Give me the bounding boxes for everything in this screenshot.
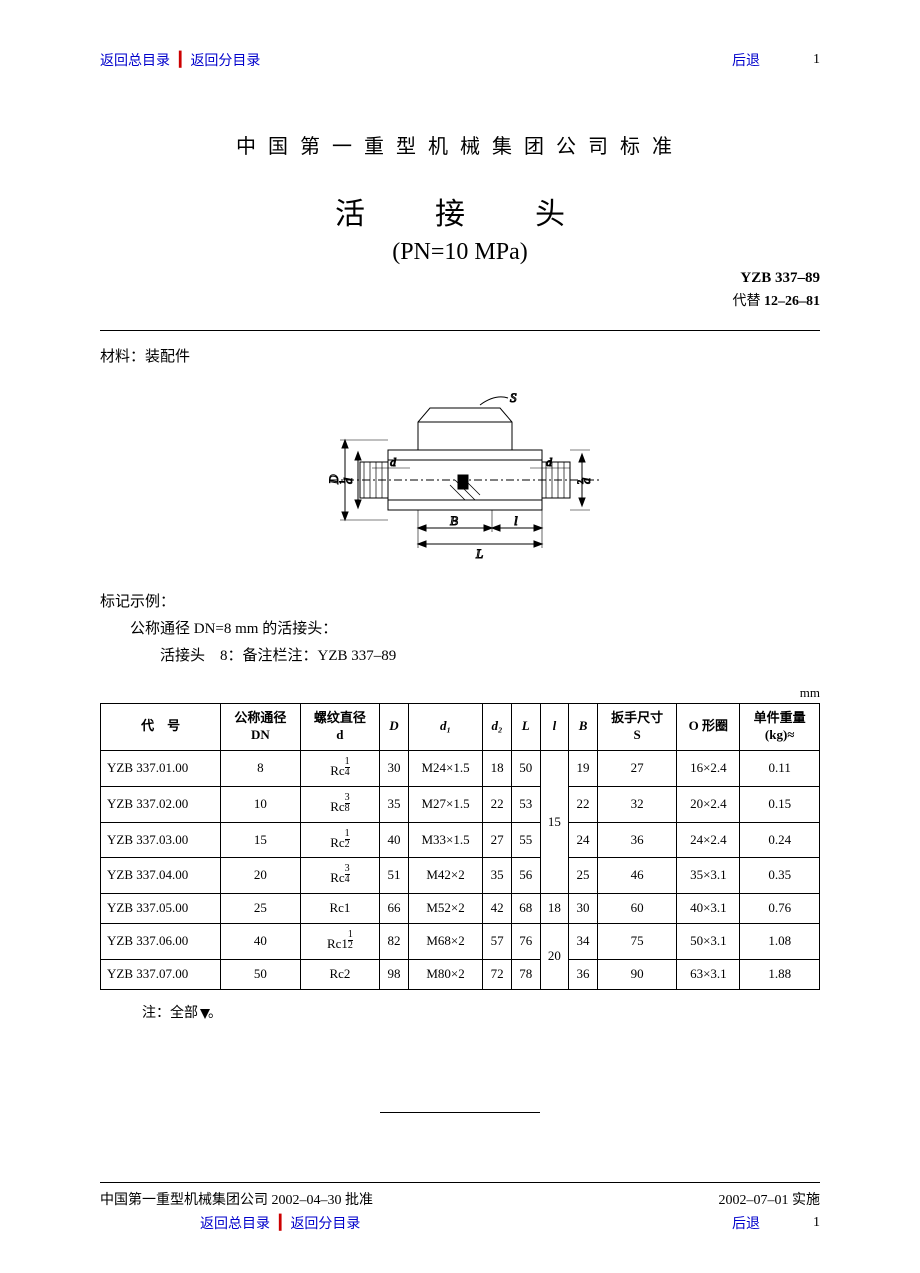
material-line: 材料：装配件 xyxy=(100,345,820,366)
col-header: B xyxy=(569,704,598,751)
diagram: S xyxy=(100,380,820,570)
triangle-icon xyxy=(200,1009,210,1019)
col-header: 公称通径DN xyxy=(221,704,300,751)
svg-text:1: 1 xyxy=(338,480,347,484)
svg-text:d: d xyxy=(546,455,553,469)
svg-text:2: 2 xyxy=(576,480,585,484)
col-header: O 形圈 xyxy=(677,704,740,751)
col-header: D xyxy=(380,704,409,751)
spec-table: 代 号公称通径DN螺纹直径dDd₁d₂LlB扳手尺寸SO 形圈单件重量(kg)≈… xyxy=(100,703,820,990)
footer-nav-sub-toc[interactable]: 返回分目录 xyxy=(290,1213,360,1233)
page-number-bottom: 1 xyxy=(800,1215,820,1231)
svg-text:l: l xyxy=(514,513,518,528)
nav-back[interactable]: 后退 xyxy=(732,50,760,70)
table-row: YZB 337.07.0050Rc298M80×27278369063×3.11… xyxy=(101,960,820,990)
doc-subtitle: (PN=10 MPa) xyxy=(100,239,820,266)
table-row: YZB 337.03.0015Rc1240M33×1.52755243624×2… xyxy=(101,822,820,858)
page-number-top: 1 xyxy=(800,52,820,68)
nav-main-toc[interactable]: 返回总目录 xyxy=(100,50,170,70)
unit-label: mm xyxy=(100,685,820,701)
footer-implement: 2002–07–01 实施 xyxy=(719,1189,821,1209)
footer-approve: 中国第一重型机械集团公司 2002–04–30 批准 xyxy=(100,1189,719,1209)
col-header: 螺纹直径d xyxy=(300,704,379,751)
footer-nav-separator: ┃ xyxy=(276,1215,284,1232)
col-header: 单件重量(kg)≈ xyxy=(740,704,820,751)
standard-code: YZB 337–89 xyxy=(740,270,820,287)
table-row: YZB 337.05.0025Rc166M52×2426818306040×3.… xyxy=(101,894,820,924)
svg-text:S: S xyxy=(510,390,517,405)
table-row: YZB 337.02.0010Rc3835M27×1.52253223220×2… xyxy=(101,786,820,822)
footnote: 注：全部。 xyxy=(100,1002,820,1022)
nav-sub-toc[interactable]: 返回分目录 xyxy=(190,50,260,70)
col-header: d₁ xyxy=(408,704,482,751)
col-header: 代 号 xyxy=(101,704,221,751)
top-nav: 返回总目录 ┃ 返回分目录 后退 1 xyxy=(100,50,820,70)
standard-replaces: 代替 12–26–81 xyxy=(733,290,821,310)
mid-rule xyxy=(380,1112,540,1113)
svg-text:B: B xyxy=(450,513,458,528)
marking-line2: 活接头 8：备注栏注：YZB 337–89 xyxy=(100,644,820,665)
org-title: 中国第一重型机械集团公司标准 xyxy=(100,130,820,159)
col-header: L xyxy=(511,704,540,751)
footer-nav-main-toc[interactable]: 返回总目录 xyxy=(200,1213,270,1233)
table-row: YZB 337.06.0040Rc11282M68×2577620347550×… xyxy=(101,924,820,960)
footer-nav-back[interactable]: 后退 xyxy=(732,1213,760,1233)
svg-text:L: L xyxy=(475,546,483,561)
header-rule xyxy=(100,330,820,331)
col-header: d₂ xyxy=(483,704,512,751)
col-header: 扳手尺寸S xyxy=(597,704,676,751)
doc-title: 活 接 头 xyxy=(100,189,820,233)
marking-heading: 标记示例： xyxy=(100,590,820,611)
table-row: YZB 337.04.0020Rc3451M42×23556254635×3.1… xyxy=(101,858,820,894)
table-row: YZB 337.01.008Rc1430M24×1.5185015192716×… xyxy=(101,750,820,786)
svg-text:d: d xyxy=(390,455,397,469)
nav-separator: ┃ xyxy=(176,52,184,69)
col-header: l xyxy=(540,704,569,751)
marking-line1: 公称通径 DN=8 mm 的活接头： xyxy=(100,617,820,638)
footer-rule xyxy=(100,1182,820,1183)
